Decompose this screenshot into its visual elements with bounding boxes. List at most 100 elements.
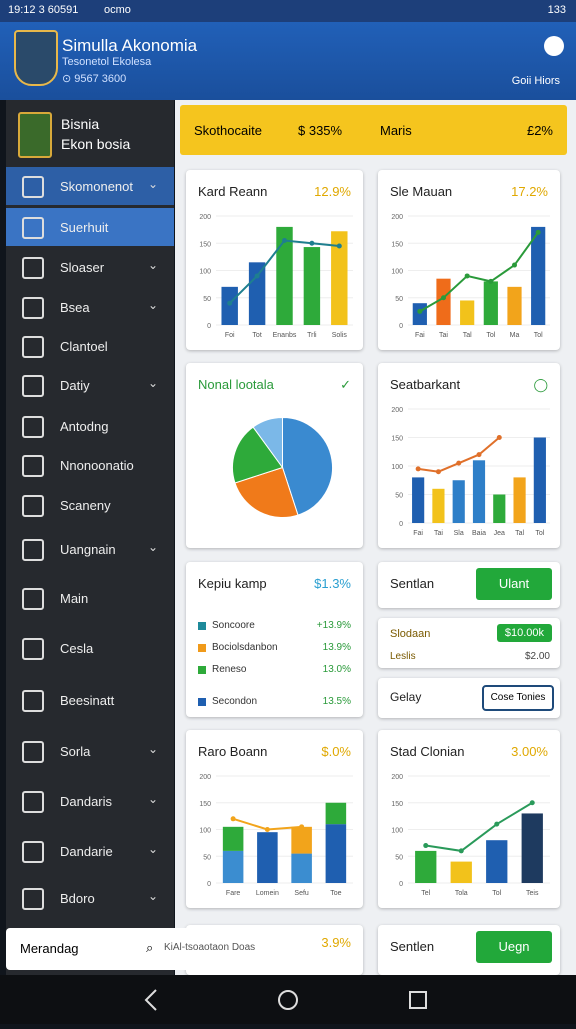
bar [493,494,506,523]
menu-item[interactable]: Sloaser ⌄ [6,248,174,286]
status-battery: 133 [547,4,566,16]
row-value: 13.9% [322,642,351,653]
home-button[interactable] [278,990,298,1010]
menu-item[interactable]: Beesinatt [6,681,174,719]
recents-button[interactable] [409,991,427,1009]
menu-icon [22,257,44,279]
settings-button[interactable] [544,36,564,56]
logo [14,30,58,86]
y-tick-label: 200 [199,214,211,221]
menu-label: Main [60,591,89,606]
outline-button[interactable]: Cose Tonies [482,685,554,711]
line-series [425,801,533,852]
menu-item[interactable]: Nnonoonatio [6,446,174,484]
row-value: 13.5% [322,696,351,707]
menu-label: Beesinatt [60,693,115,708]
menu-item[interactable]: Suerhuit [6,208,174,246]
bar [513,477,526,523]
menu-icon [22,297,44,319]
chevron: ⌄ [147,540,158,554]
menu-item[interactable]: Main [6,579,174,617]
search-bar[interactable]: Merandag ⌕ KiAl-tsoaotaon Doas [6,928,276,970]
row-value: +13.9% [316,620,351,631]
card-title: Kard Reann [198,184,268,199]
menu-item[interactable]: Dandarie ⌄ [6,832,174,870]
menu-item[interactable]: Skomonenot ⌄ [6,167,174,205]
list-card: Kepiu kamp $1.3% Soncoore +13.9% Bociolsdan… [186,562,363,717]
bar [248,262,266,325]
menu-item[interactable]: Bsea ⌄ [6,288,174,326]
bar [483,281,498,325]
menu-item[interactable]: Sorla ⌄ [6,732,174,770]
y-tick-label: 150 [391,801,403,808]
row-swatch [198,666,206,674]
banner-value: £2% [526,123,553,138]
menu-item[interactable]: Dandaris ⌄ [6,782,174,820]
bar [415,850,437,883]
nav-icons [144,989,427,1011]
y-tick-label: 200 [391,407,403,414]
x-tick-label: Baia [472,530,486,537]
card-title: Slodaan [390,628,431,640]
search-icon: ⌕ [146,940,154,955]
menu-icon [22,539,44,561]
menu-label: Scaneny [60,498,111,513]
menu-item[interactable]: Uangnain ⌄ [6,530,174,568]
line-point [423,843,429,849]
y-tick-label: 0 [207,881,211,888]
menu-label: Sorla [60,744,91,759]
bar [412,477,425,523]
menu-item[interactable]: Scaneny [6,486,174,524]
menu-icon [22,841,44,863]
menu-icon [22,455,44,477]
nav-bar [0,975,576,1024]
bar [331,231,348,325]
chevron: ⌄ [147,258,158,272]
menu-item[interactable]: Antodng [6,407,174,445]
x-tick-label: Tol [535,530,544,537]
menu-label: Clantoel [60,339,108,354]
chart-card: Stad Clonian 3.00% 0 50 100 150 200 Tel Tola Tol… [378,730,560,908]
y-tick-label: 50 [395,854,403,861]
back-button[interactable] [144,989,157,1011]
line-point [254,273,260,279]
bar [507,286,522,325]
card-title: Sentlan [390,576,435,591]
x-tick-label: Trli [307,332,317,339]
banner-label: Skothocaite [194,123,262,138]
x-tick-label: Ma [510,332,520,339]
menu-icon [22,791,44,813]
menu-label: Bsea [60,300,90,315]
chart: 0 50 100 150 200 Tel Tola Tol Teis [391,774,550,897]
header-action[interactable]: Goii Hiors [511,75,560,87]
chart: 0 50 100 150 200 Fai Tai Tal Tol Ma Tol [391,214,550,339]
line-point [282,238,287,244]
menu-item[interactable]: Cesla [6,629,174,667]
banner-label: Maris [380,123,412,138]
x-tick-label: Teis [526,890,539,897]
menu-label: Suerhuit [60,220,109,235]
menu-item[interactable]: Bdoro ⌄ [6,879,174,917]
menu-icon [22,588,44,610]
menu-item[interactable]: Datiy ⌄ [6,366,174,404]
row-label: Secondon [212,696,258,707]
bar [460,300,475,325]
search-label: Merandag [20,941,79,956]
card-title: Kepiu kamp [198,576,267,591]
card-value: 3.9% [321,935,351,950]
card-sub-value: $2.00 [524,651,550,662]
chart: 0 50 100 150 200 Fai Tai Sla Baia Jea Tal Tol [391,407,550,537]
line-point [529,800,535,806]
action-card: Sentlan Ulant [378,562,560,608]
action-button[interactable]: Ulant [476,568,552,600]
action-button[interactable]: Uegn [476,931,552,963]
x-tick-label: Jea [494,530,505,537]
bar [291,853,312,883]
menu-icon [22,217,44,239]
menu-item[interactable]: Clantoel [6,327,174,365]
bar [276,226,293,325]
bar [472,460,486,523]
card-value: 17.2% [511,184,548,199]
y-tick-label: 50 [203,854,211,861]
